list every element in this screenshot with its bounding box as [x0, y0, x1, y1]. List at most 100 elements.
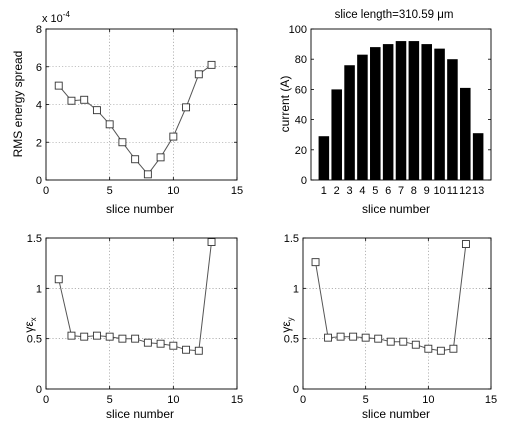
data-point-marker — [54, 275, 63, 284]
data-point-marker — [374, 334, 383, 343]
data-point-marker — [361, 333, 370, 342]
x-tick-label: 5 — [107, 394, 113, 406]
data-point-marker — [156, 339, 165, 348]
data-point-marker — [105, 332, 114, 341]
x-tick-label: 0 — [43, 185, 49, 197]
y-tick-label: 1 — [36, 283, 42, 295]
x-tick-label: 0 — [300, 394, 306, 406]
y-tick-label: 100 — [289, 24, 307, 36]
bar — [460, 87, 471, 180]
emittance-y-y-axis-label: γεy — [279, 317, 295, 332]
data-point-marker — [399, 337, 408, 346]
plot-frame — [302, 237, 492, 390]
y-tick-label: 0 — [293, 384, 299, 396]
data-point-marker — [67, 331, 76, 340]
data-point-marker — [207, 60, 216, 69]
data-point-marker — [92, 106, 101, 115]
data-point-marker — [80, 95, 89, 104]
data-point-marker — [311, 258, 320, 267]
bar — [370, 47, 381, 181]
data-point-marker — [143, 338, 152, 347]
x-tick-label: 1 — [321, 185, 327, 197]
bar — [408, 41, 420, 180]
current-panel: slice length=310.59 μm current (A) slice… — [278, 9, 492, 216]
data-point-marker — [449, 344, 458, 353]
x-tick-label: 13 — [472, 185, 484, 197]
y-tick-label: 0.5 — [284, 334, 299, 346]
data-point-marker — [207, 238, 216, 246]
data-point-marker — [80, 332, 89, 341]
data-point-marker — [105, 120, 114, 129]
data-point-marker — [194, 346, 203, 355]
x-tick-label: 15 — [231, 185, 243, 197]
data-point-marker — [118, 138, 127, 147]
x-tick-label: 15 — [231, 394, 243, 406]
bar — [318, 136, 330, 180]
energy-plot-area: 0 5 10 15 0 2 4 6 8 — [36, 24, 243, 197]
bar — [344, 65, 355, 180]
current-x-axis-label: slice number — [362, 202, 430, 216]
data-point-marker — [424, 344, 433, 353]
x-tick-label: 5 — [372, 185, 378, 197]
emittance-x-x-axis-label: slice number — [106, 407, 174, 421]
x-tick-label: 11 — [447, 185, 458, 197]
emittance-x-panel: γεx slice number 0 5 10 15 0 0.5 1 1.5 — [22, 233, 243, 421]
energy-x-axis-label: slice number — [106, 202, 174, 216]
x-tick-label: 2 — [334, 185, 340, 197]
bar — [382, 44, 394, 180]
x-tick-label: 7 — [398, 185, 404, 197]
data-point-marker — [131, 155, 140, 164]
plot-frame — [45, 28, 238, 181]
energy-y-axis-label: RMS energy spread — [11, 51, 25, 158]
current-chart-title: slice length=310.59 μm — [335, 9, 454, 21]
data-point-marker — [118, 334, 127, 343]
data-point-marker — [54, 81, 63, 90]
y-tick-label: 1 — [293, 283, 299, 295]
x-tick-label: 9 — [424, 185, 430, 197]
current-y-axis-label: current (A) — [278, 76, 292, 133]
data-point-marker — [386, 337, 395, 346]
x-tick-label: 3 — [347, 185, 353, 197]
data-point-marker — [169, 341, 178, 350]
y-tick-label: 0 — [36, 175, 42, 187]
y-tick-label: 40 — [295, 115, 307, 127]
emittance-x-y-axis-label: γεx — [22, 317, 38, 332]
y-tick-label: 0 — [36, 384, 42, 396]
y-tick-label: 6 — [36, 62, 42, 74]
y-tick-label: 1.5 — [27, 233, 42, 245]
x-tick-label: 10 — [167, 185, 179, 197]
x-tick-label: 12 — [459, 185, 471, 197]
data-point-marker — [182, 345, 191, 354]
y-tick-label: 2 — [36, 137, 42, 149]
emittance-y-plot-area: 0 5 10 15 0 0.5 1 1.5 — [284, 233, 497, 406]
y-tick-label: 4 — [36, 100, 42, 112]
data-point-marker — [349, 332, 358, 341]
y-tick-label: 1.5 — [284, 233, 299, 245]
emittance-x-plot-area: 0 5 10 15 0 0.5 1 1.5 — [27, 233, 243, 406]
y-tick-label: 0.5 — [27, 334, 42, 346]
data-point-marker — [436, 346, 445, 355]
data-point-marker — [336, 332, 345, 341]
x-tick-label: 8 — [411, 185, 417, 197]
data-point-marker — [411, 340, 420, 349]
bar — [472, 133, 484, 180]
plot-frame — [45, 237, 238, 390]
emittance-y-x-axis-label: slice number — [362, 407, 430, 421]
y-tick-label: 8 — [36, 24, 42, 36]
data-point-marker — [461, 240, 470, 248]
data-point-marker — [92, 331, 101, 340]
bar — [434, 48, 445, 180]
data-point-marker — [169, 132, 178, 141]
plot-frame — [310, 28, 492, 181]
y-tick-label: 0 — [301, 175, 307, 187]
x-tick-label: 6 — [385, 185, 391, 197]
data-point-marker — [324, 333, 333, 342]
y-tick-label: 80 — [295, 54, 307, 66]
data-point-marker — [67, 96, 76, 105]
bar — [331, 89, 342, 180]
y-tick-label: 60 — [295, 84, 307, 96]
x-tick-label: 10 — [433, 185, 445, 197]
x-tick-label: 10 — [422, 394, 434, 406]
x-tick-label: 5 — [107, 185, 113, 197]
